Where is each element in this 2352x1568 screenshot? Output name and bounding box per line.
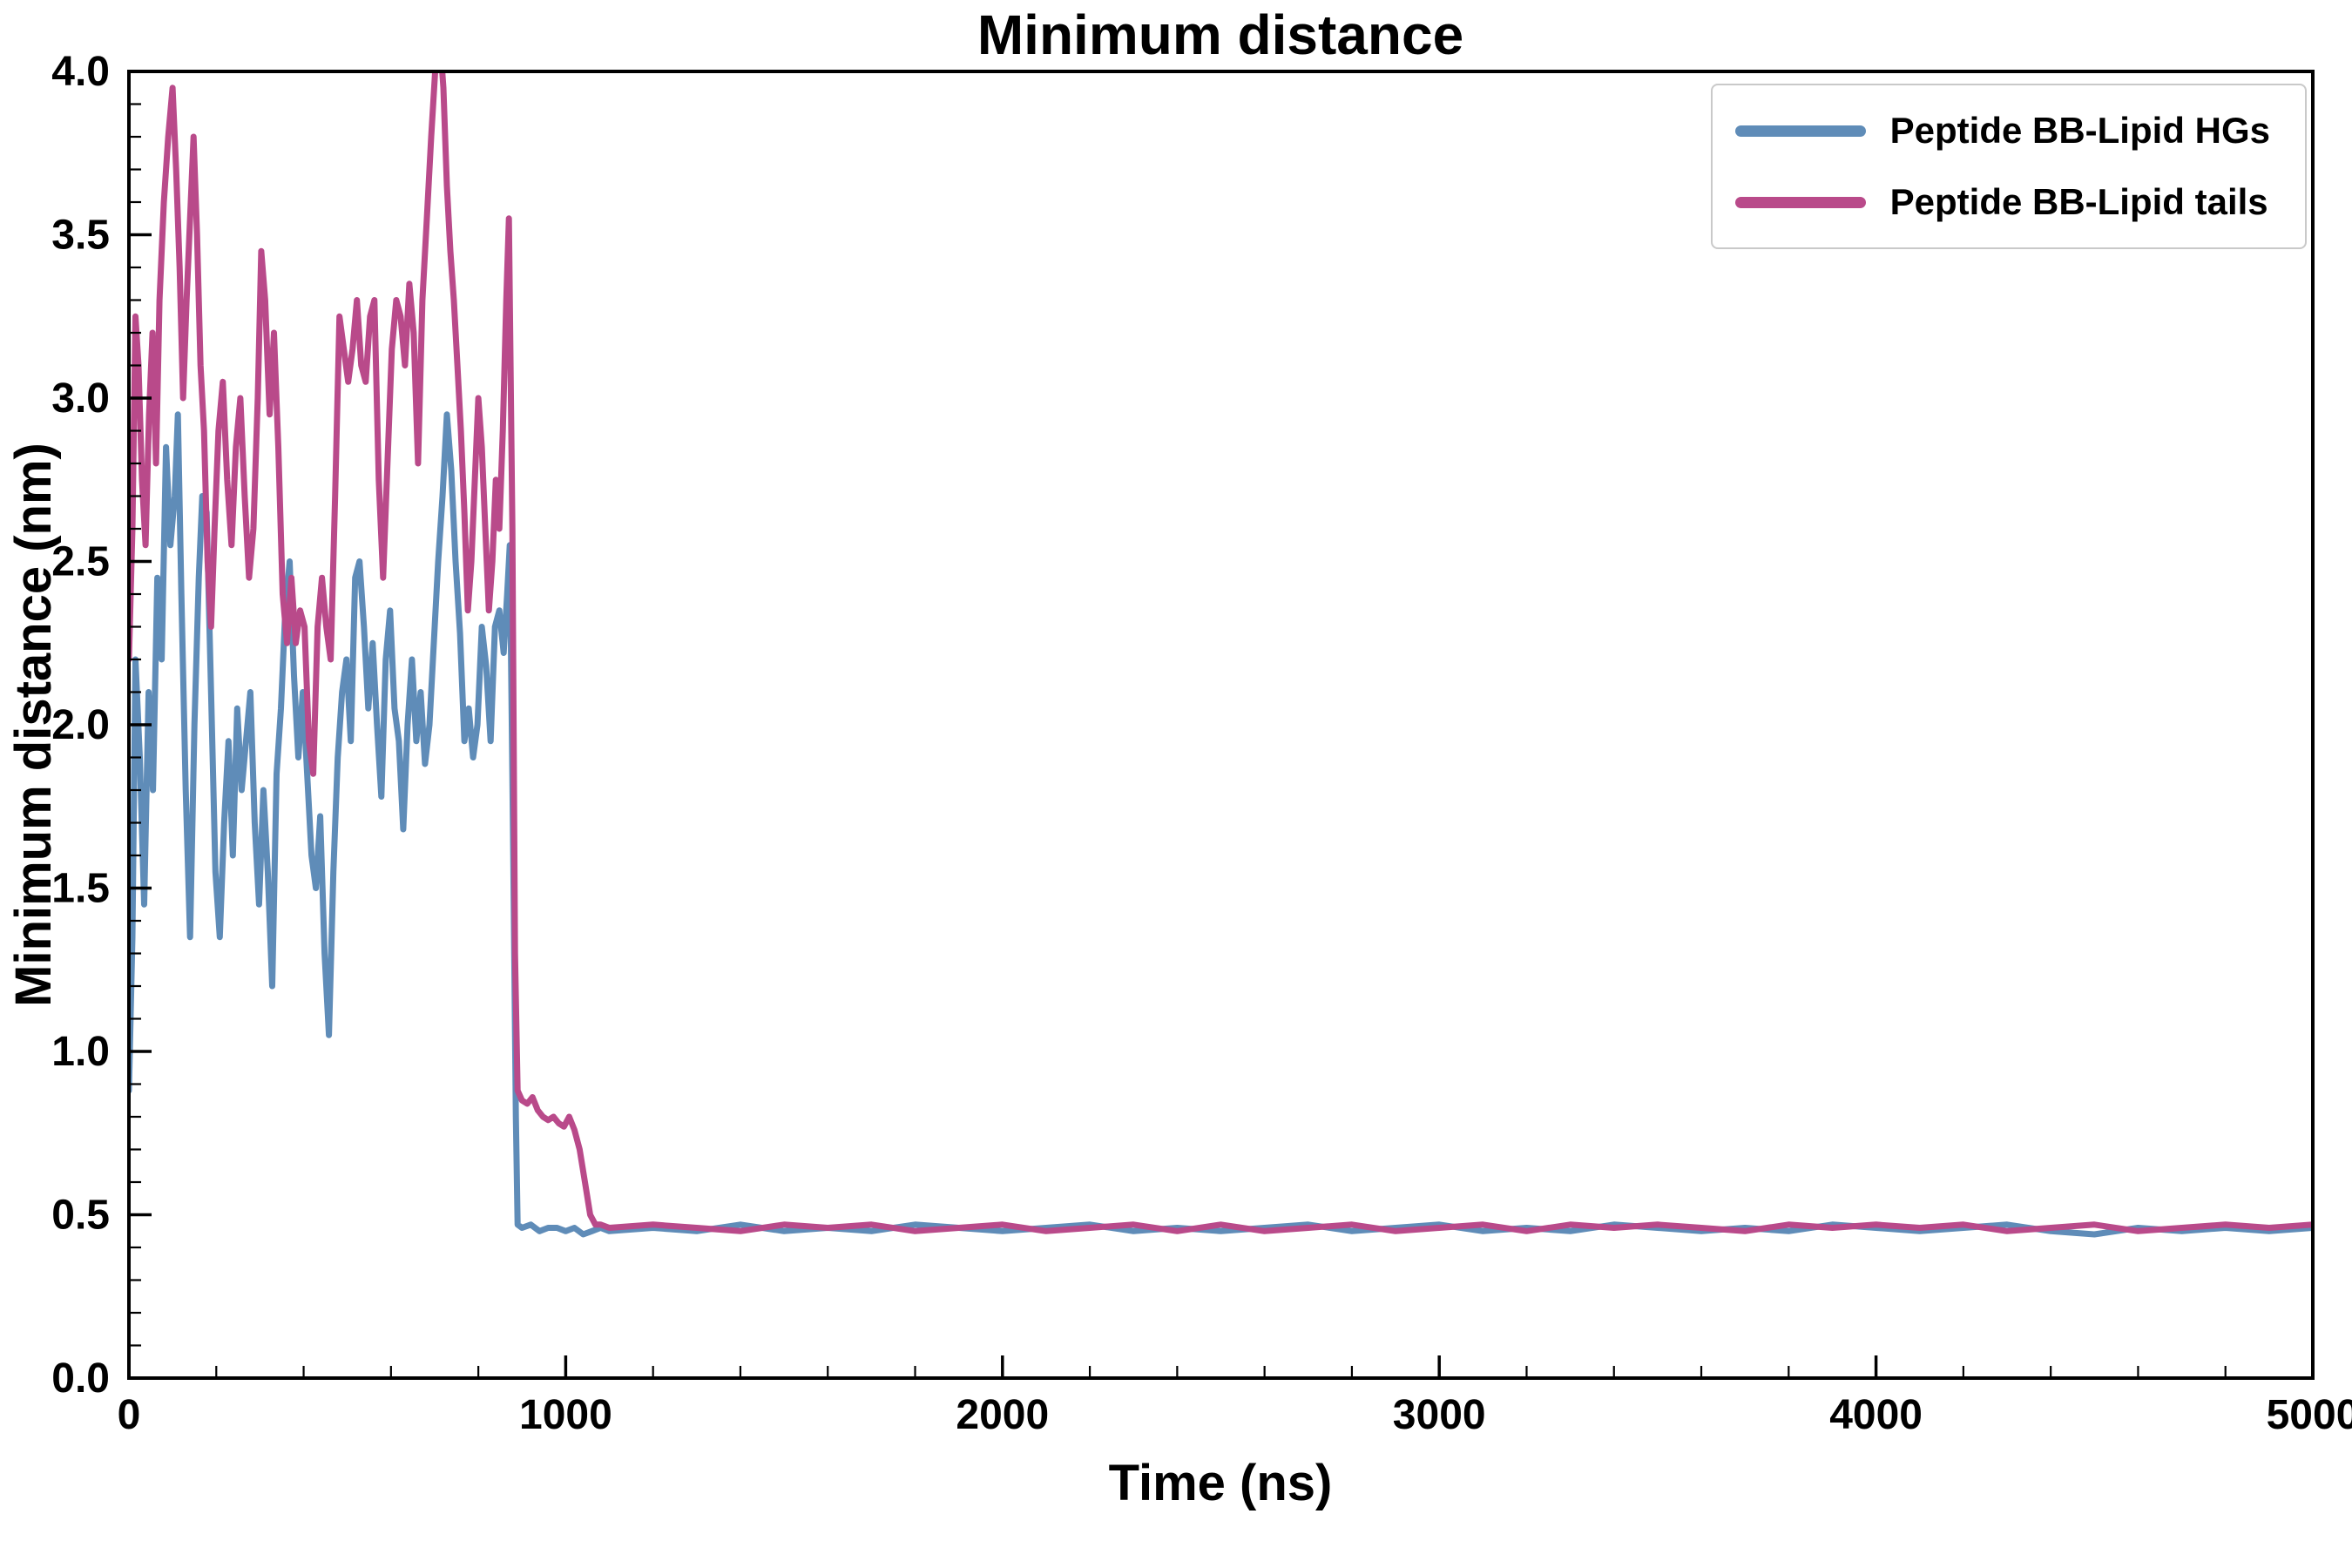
x-tick-label: 3000 [1393, 1392, 1486, 1438]
y-tick-label: 1.5 [51, 866, 110, 912]
y-tick-label: 0.5 [51, 1193, 110, 1239]
chart-layer: 0 1000 2000 3000 4000 5000 0.0 0.5 1.0 1.5 2.0 2.5 3… [51, 49, 2352, 1438]
ticks-group [127, 70, 2315, 1380]
legend-swatch-hgs [1734, 125, 1866, 137]
x-tick-label: 1000 [519, 1392, 612, 1438]
plot-frame [127, 70, 2315, 1380]
legend-swatch-tails [1734, 196, 1866, 208]
y-axis-label: Minimum distance (nm) [5, 443, 62, 1007]
x-tick-label: 2000 [956, 1392, 1049, 1438]
y-tick-label: 0.0 [51, 1355, 110, 1402]
series-group [129, 71, 2313, 1238]
chart-title: Minimum distance [977, 3, 1463, 66]
x-axis-label: Time (ns) [1109, 1455, 1333, 1511]
y-tick-label: 4.0 [51, 49, 110, 95]
x-tick-label: 5000 [2267, 1392, 2352, 1438]
y-tick-label: 2.0 [51, 702, 110, 748]
y-tick-label: 2.5 [51, 539, 110, 585]
legend-label-hgs: Peptide BB-Lipid HGs [1889, 110, 2270, 151]
x-tick-label: 0 [118, 1392, 141, 1438]
legend-label-tails: Peptide BB-Lipid tails [1889, 181, 2268, 222]
series-line-1 [129, 71, 2313, 1234]
series-line-0 [129, 411, 2313, 1238]
legend: Peptide BB-Lipid HGs Peptide BB-Lipid ta… [1710, 84, 2307, 249]
legend-entry-tails: Peptide BB-Lipid tails [1734, 181, 2270, 223]
y-tick-label: 3.0 [51, 375, 110, 422]
x-tick-label: 4000 [1829, 1392, 1923, 1438]
y-tick-label: 1.0 [51, 1029, 110, 1075]
legend-entry-hgs: Peptide BB-Lipid HGs [1734, 110, 2270, 152]
y-tick-label: 3.5 [51, 213, 110, 259]
